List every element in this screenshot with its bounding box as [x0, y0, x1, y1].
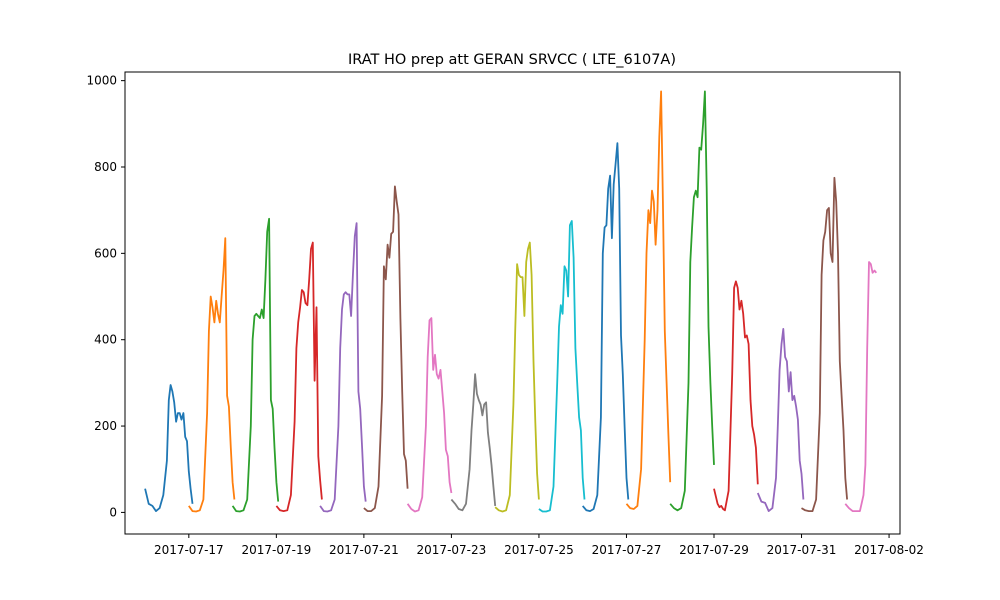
- x-tick-label: 2017-07-27: [592, 543, 662, 557]
- series-line-9: [494, 241, 540, 513]
- series-line-11: [582, 142, 630, 512]
- plot-frame: [124, 71, 901, 535]
- series-line-13: [669, 90, 715, 512]
- y-tick-label: 0: [109, 505, 117, 519]
- series-line-1: [144, 384, 194, 512]
- series-line-12: [625, 90, 672, 510]
- y-tick-label: 800: [94, 160, 117, 174]
- x-tick-label: 2017-07-31: [767, 543, 837, 557]
- series-line-4: [275, 241, 323, 512]
- series-line-5: [319, 222, 367, 513]
- y-axis: 0 200 400 600 800 1000: [86, 74, 125, 519]
- series-line-16: [801, 176, 848, 512]
- series-line-2: [188, 237, 236, 513]
- x-tick-label: 2017-07-25: [504, 543, 574, 557]
- y-tick-label: 1000: [86, 74, 117, 88]
- x-axis: 2017-07-17 2017-07-19 2017-07-21 2017-07-23…: [154, 534, 924, 557]
- series-line-6: [363, 185, 409, 512]
- chart-title: IRAT HO prep att GERAN SRVCC ( LTE_6107A…: [348, 52, 676, 68]
- x-tick-label: 2017-07-21: [329, 543, 399, 557]
- y-tick-label: 400: [94, 333, 117, 347]
- x-tick-label: 2017-07-19: [241, 543, 311, 557]
- series-line-3: [231, 217, 280, 513]
- series-line-14: [713, 280, 759, 512]
- series-line-8: [450, 373, 497, 512]
- x-tick-label: 2017-07-23: [417, 543, 487, 557]
- series-line-10: [538, 220, 586, 513]
- series-line-7: [406, 317, 453, 513]
- y-tick-label: 600: [94, 246, 117, 260]
- x-tick-label: 2017-08-02: [854, 543, 924, 557]
- series-line-17: [844, 261, 877, 512]
- x-tick-label: 2017-07-29: [679, 543, 749, 557]
- series-layer: [144, 90, 877, 513]
- series-line-15: [756, 328, 805, 512]
- y-tick-label: 200: [94, 419, 117, 433]
- x-tick-label: 2017-07-17: [154, 543, 224, 557]
